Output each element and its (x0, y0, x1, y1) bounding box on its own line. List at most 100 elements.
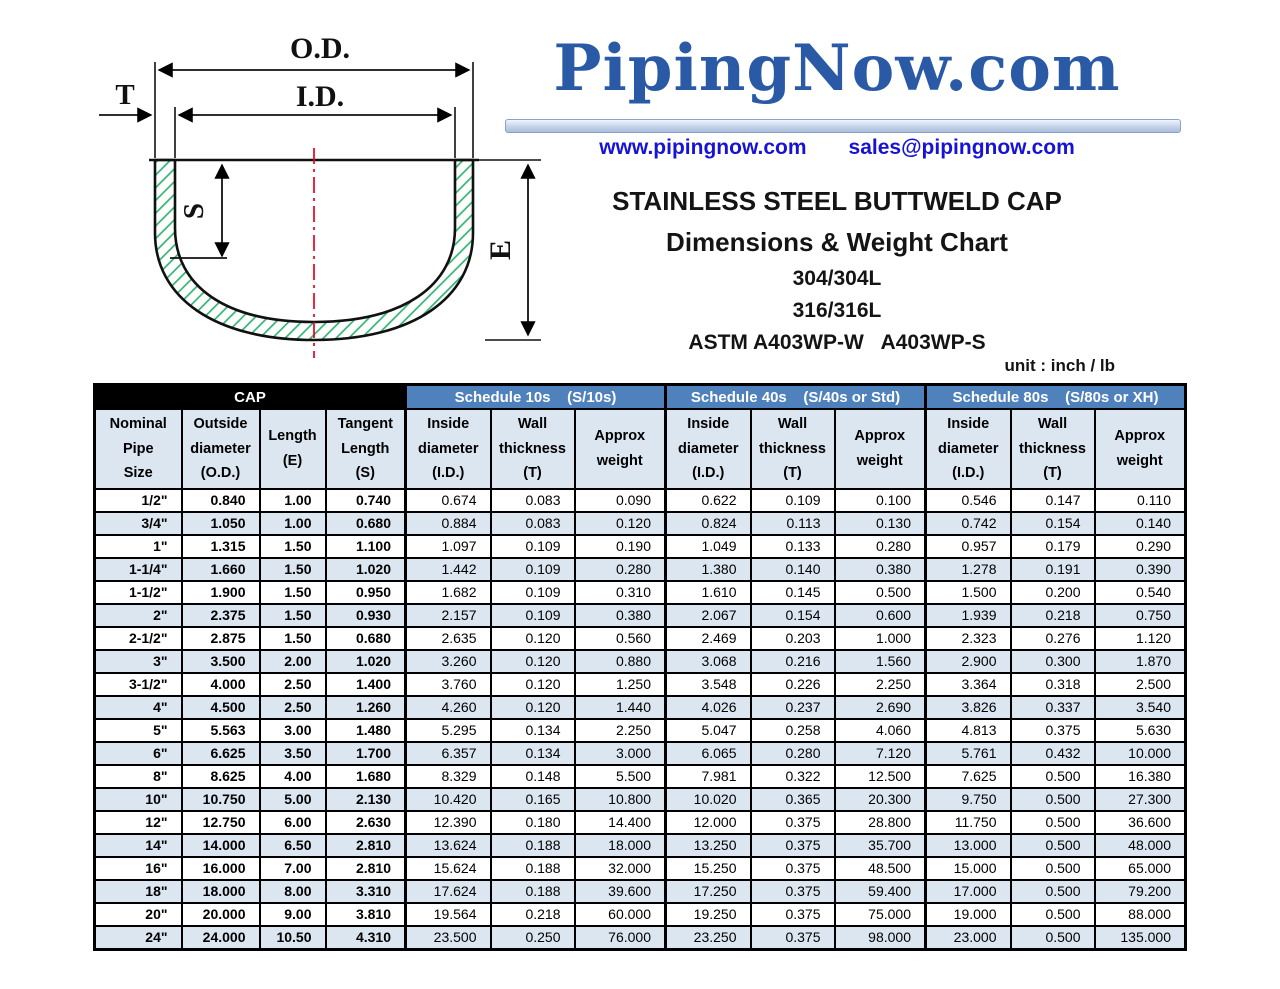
value-cell: 2.900 (924, 649, 1012, 674)
value-cell: 1.050 (180, 511, 261, 536)
value-cell: 0.750 (1093, 603, 1187, 628)
value-cell: 0.109 (489, 534, 576, 559)
value-cell: 1.680 (324, 764, 407, 789)
value-cell: 1.660 (180, 557, 261, 582)
value-cell: 1.50 (258, 580, 327, 605)
table-row: 24" 24.000 10.50 4.310 23.500 0.250 76.000 23.2… (93, 925, 1187, 951)
value-cell: 5.500 (573, 764, 667, 789)
value-cell: 0.133 (749, 534, 836, 559)
value-cell: 16.000 (180, 856, 261, 881)
value-cell: 0.110 (1093, 488, 1187, 513)
value-cell: 17.624 (404, 879, 492, 904)
value-cell: 0.500 (1009, 902, 1096, 927)
column-header: Inside diameter (I.D.) (664, 408, 752, 490)
value-cell: 3.760 (404, 672, 492, 697)
dimension-table: CAP Schedule 10s (S/10s) Schedule 40s (S/4… (93, 383, 1187, 951)
value-cell: 3.260 (404, 649, 492, 674)
value-cell: 0.188 (489, 856, 576, 881)
value-cell: 1.097 (404, 534, 492, 559)
value-cell: 1.700 (324, 741, 407, 766)
pipe-size-cell: 2" (93, 603, 183, 628)
value-cell: 35.700 (833, 833, 927, 858)
value-cell: 5.295 (404, 718, 492, 743)
value-cell: 0.500 (1009, 879, 1096, 904)
value-cell: 0.109 (489, 580, 576, 605)
table-row: 18" 18.000 8.00 3.310 17.624 0.188 39.600 17.25… (93, 879, 1187, 904)
email-link[interactable]: sales@pipingnow.com (848, 136, 1075, 159)
value-cell: 32.000 (573, 856, 667, 881)
logo-underline-bar (505, 119, 1181, 133)
pipe-size-cell: 4" (93, 695, 183, 720)
value-cell: 8.00 (258, 879, 327, 904)
value-cell: 0.218 (1009, 603, 1096, 628)
value-cell: 0.375 (749, 810, 836, 835)
value-cell: 0.140 (749, 557, 836, 582)
value-cell: 0.154 (1009, 511, 1096, 536)
value-cell: 0.365 (749, 787, 836, 812)
value-cell: 0.188 (489, 879, 576, 904)
value-cell: 8.625 (180, 764, 261, 789)
value-cell: 3.000 (573, 741, 667, 766)
value-cell: 19.564 (404, 902, 492, 927)
value-cell: 0.500 (1009, 810, 1096, 835)
value-cell: 1.500 (924, 580, 1012, 605)
value-cell: 0.884 (404, 511, 492, 536)
value-cell: 5.563 (180, 718, 261, 743)
table-row: 1" 1.315 1.50 1.100 1.097 0.109 0.190 1.049 0.13… (93, 534, 1187, 559)
value-cell: 18.000 (573, 833, 667, 858)
value-cell: 0.337 (1009, 695, 1096, 720)
value-cell: 0.500 (1009, 925, 1096, 951)
value-cell: 1.50 (258, 626, 327, 651)
pipe-size-cell: 3-1/2" (93, 672, 183, 697)
value-cell: 0.216 (749, 649, 836, 674)
pipe-size-cell: 12" (93, 810, 183, 835)
grade-316: 316/316L (792, 299, 882, 322)
value-cell: 76.000 (573, 925, 667, 951)
value-cell: 2.500 (1093, 672, 1187, 697)
value-cell: 12.000 (664, 810, 752, 835)
value-cell: 13.624 (404, 833, 492, 858)
page-subtitle: Dimensions & Weight Chart (666, 227, 1008, 257)
value-cell: 2.50 (258, 695, 327, 720)
value-cell: 2.157 (404, 603, 492, 628)
value-cell: 0.218 (489, 902, 576, 927)
value-cell: 1.00 (258, 511, 327, 536)
column-header: Inside diameter (I.D.) (404, 408, 492, 490)
value-cell: 0.742 (924, 511, 1012, 536)
table-row: 1-1/4" 1.660 1.50 1.020 1.442 0.109 0.280 1.380… (93, 557, 1187, 582)
value-cell: 0.546 (924, 488, 1012, 513)
value-cell: 3.500 (180, 649, 261, 674)
value-cell: 2.00 (258, 649, 327, 674)
value-cell: 0.380 (833, 557, 927, 582)
value-cell: 39.600 (573, 879, 667, 904)
pipe-size-cell: 24" (93, 925, 183, 951)
value-cell: 0.600 (833, 603, 927, 628)
value-cell: 75.000 (833, 902, 927, 927)
value-cell: 0.100 (833, 488, 927, 513)
column-header: Nominal Pipe Size (93, 408, 183, 490)
value-cell: 0.500 (833, 580, 927, 605)
value-cell: 0.148 (489, 764, 576, 789)
value-cell: 14.400 (573, 810, 667, 835)
value-cell: 0.165 (489, 787, 576, 812)
value-cell: 0.147 (1009, 488, 1096, 513)
column-header: Approx weight (1093, 408, 1187, 490)
contact-links: www.pipingnow.com sales@pipingnow.com (499, 136, 1175, 160)
value-cell: 27.300 (1093, 787, 1187, 812)
value-cell: 0.824 (664, 511, 752, 536)
value-cell: 88.000 (1093, 902, 1187, 927)
value-cell: 16.380 (1093, 764, 1187, 789)
value-cell: 0.109 (489, 557, 576, 582)
value-cell: 0.375 (749, 902, 836, 927)
value-cell: 11.750 (924, 810, 1012, 835)
website-link[interactable]: www.pipingnow.com (599, 136, 807, 159)
value-cell: 0.375 (749, 925, 836, 951)
table-row: 1-1/2" 1.900 1.50 0.950 1.682 0.109 0.310 1.610… (93, 580, 1187, 605)
value-cell: 0.432 (1009, 741, 1096, 766)
value-cell: 0.134 (489, 718, 576, 743)
value-cell: 0.280 (833, 534, 927, 559)
value-cell: 1.120 (1093, 626, 1187, 651)
value-cell: 0.380 (573, 603, 667, 628)
value-cell: 2.810 (324, 833, 407, 858)
value-cell: 1.50 (258, 534, 327, 559)
